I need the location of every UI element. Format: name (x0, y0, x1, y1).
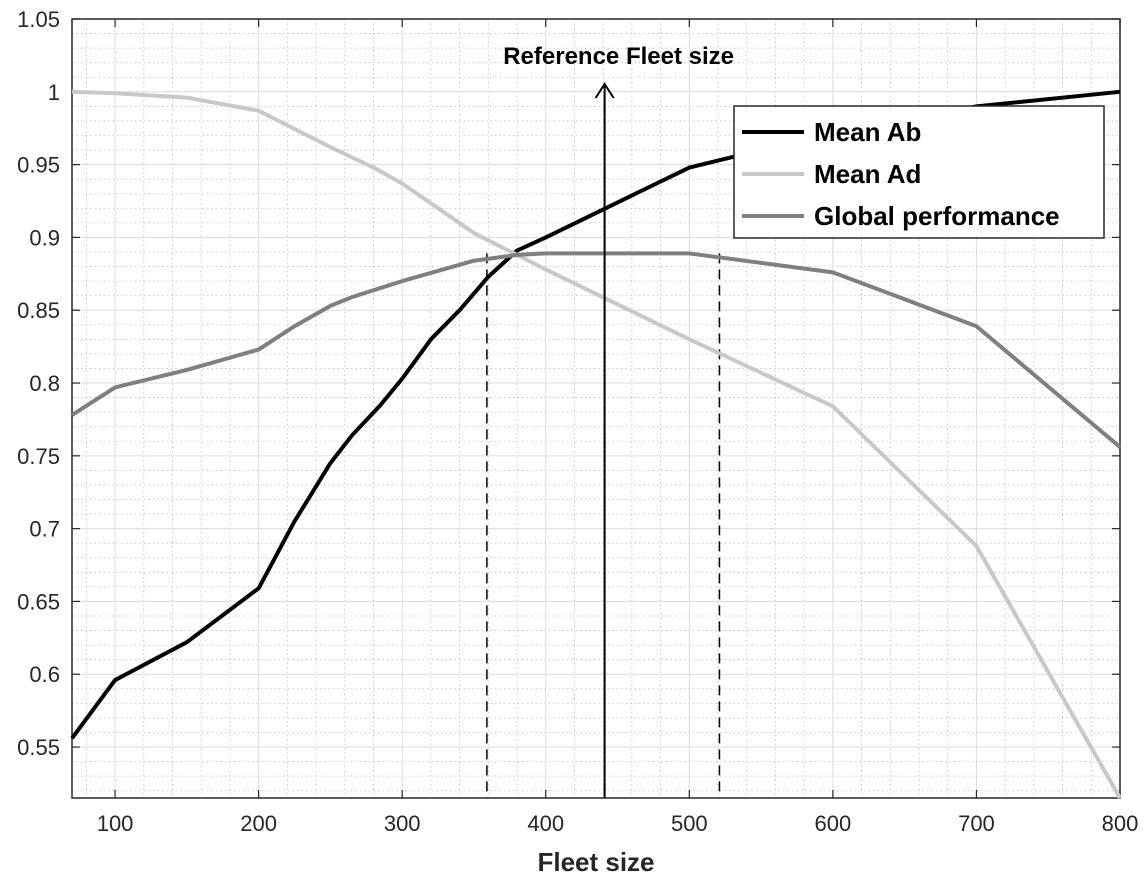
y-tick-label: 0.95 (17, 153, 60, 178)
y-tick-label: 0.55 (17, 735, 60, 760)
legend-label: Mean Ad (814, 159, 921, 189)
x-tick-label: 500 (671, 811, 708, 836)
y-tick-label: 1.05 (17, 7, 60, 32)
x-tick-label: 300 (384, 811, 421, 836)
y-tick-label: 0.65 (17, 589, 60, 614)
y-axis-ticks: 0.55 0.6 0.65 0.7 0.75 0.8 0.85 0.9 0.95 1 1.05 (17, 7, 1120, 760)
x-tick-label: 800 (1102, 811, 1139, 836)
x-tick-label: 400 (527, 811, 564, 836)
y-tick-label: 1 (48, 80, 60, 105)
y-tick-label: 0.9 (29, 225, 60, 250)
x-tick-label: 600 (815, 811, 852, 836)
series-line-mean-ad (71, 89, 1122, 799)
y-tick-label: 0.85 (17, 298, 60, 323)
major-grid (72, 19, 1120, 798)
x-axis-label: Fleet size (537, 847, 654, 877)
y-tick-label: 0.6 (29, 662, 60, 687)
plot-frame (71, 18, 1121, 799)
reference-fleet-label: Reference Fleet size (503, 43, 734, 70)
reference-arrow-head (594, 82, 615, 99)
x-tick-label: 100 (97, 811, 134, 836)
legend-label: Mean Ab (814, 117, 921, 147)
bound-lines (486, 253, 721, 798)
reference-arrow (594, 82, 615, 798)
x-tick-label: 700 (958, 811, 995, 836)
x-axis-ticks: 100 200 300 400 500 600 700 800 (97, 19, 1139, 836)
x-tick-label: 200 (240, 811, 277, 836)
y-tick-label: 0.7 (29, 517, 60, 542)
legend-label: Global performance (814, 201, 1060, 231)
y-tick-label: 0.8 (29, 371, 60, 396)
y-tick-label: 0.75 (17, 444, 60, 469)
series-line-global-performance (70, 251, 1122, 449)
legend: Mean Ab Mean Ad Global performance (733, 105, 1105, 239)
